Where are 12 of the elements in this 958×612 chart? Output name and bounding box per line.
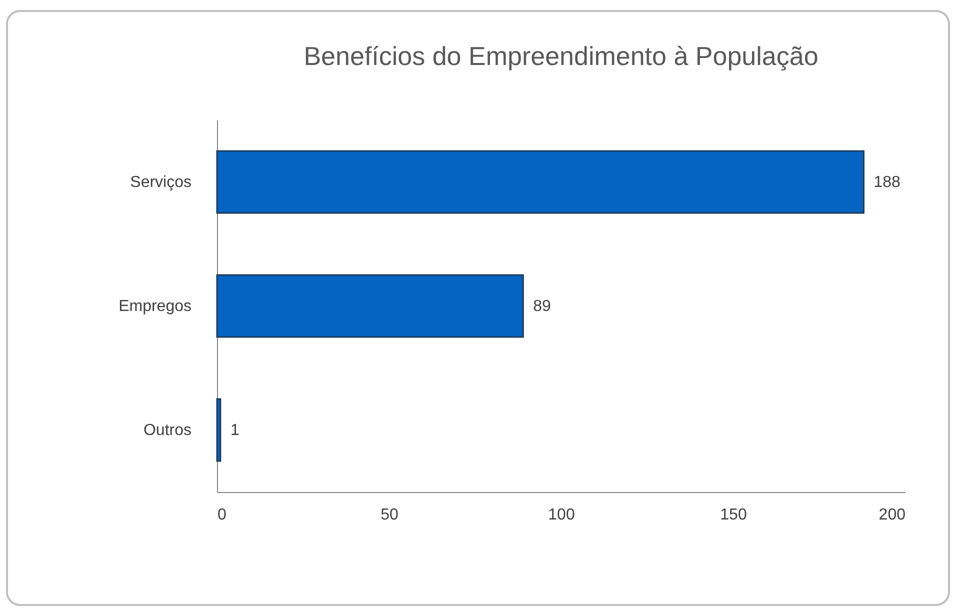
data-label: 89 xyxy=(533,298,552,315)
y-tick-label: Empregos xyxy=(118,298,192,315)
x-tick-label: 50 xyxy=(380,506,398,524)
y-tick-label: Outros xyxy=(143,422,192,439)
x-tick-label: 150 xyxy=(720,506,747,524)
data-label: 188 xyxy=(874,174,901,191)
y-tick-label: Serviços xyxy=(130,174,192,191)
x-tick-label: 200 xyxy=(878,506,906,524)
x-tick-label: 100 xyxy=(548,506,575,524)
chart-title: Benefícios do Empreendimento à População xyxy=(304,41,818,71)
data-label: 1 xyxy=(230,422,240,439)
x-tick-label: 0 xyxy=(218,506,226,524)
